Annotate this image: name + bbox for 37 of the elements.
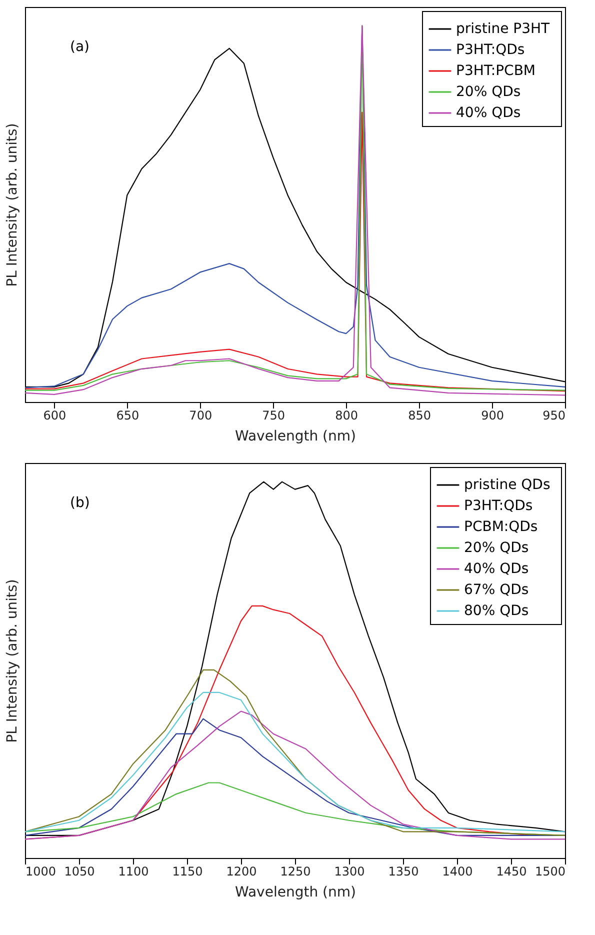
x-tick-label: 1150 <box>172 864 203 878</box>
legend-label: 80% QDs <box>464 603 529 619</box>
x-tick-label: 850 <box>408 408 432 422</box>
x-tick-label: 700 <box>189 408 212 422</box>
x-tick-label: 950 <box>542 408 566 422</box>
x-axis-title: Wavelength (nm) <box>235 428 356 444</box>
legend-label: P3HT:QDs <box>456 42 525 58</box>
legend-label: P3HT:QDs <box>464 498 533 514</box>
legend-label: PCBM:QDs <box>464 519 538 535</box>
x-tick-label: 1400 <box>442 864 473 878</box>
x-tick-label: 800 <box>335 408 358 422</box>
x-tick-label: 1450 <box>496 864 527 878</box>
annotation: (b) <box>70 495 90 511</box>
x-tick-label: 1100 <box>118 864 149 878</box>
x-tick-label: 1300 <box>334 864 365 878</box>
x-tick-label: 900 <box>481 408 504 422</box>
legend-label: 67% QDs <box>464 582 529 598</box>
x-tick-label: 1250 <box>280 864 311 878</box>
x-axis-title: Wavelength (nm) <box>235 884 356 900</box>
x-tick-label: 1500 <box>534 864 566 878</box>
x-tick-label: 1200 <box>226 864 257 878</box>
legend-label: 20% QDs <box>464 540 529 556</box>
legend-label: 20% QDs <box>456 84 521 100</box>
legend-label: pristine QDs <box>464 477 550 493</box>
x-tick-label: 600 <box>43 408 66 422</box>
legend-label: 40% QDs <box>456 105 521 121</box>
x-tick-label: 1350 <box>388 864 419 878</box>
annotation: (a) <box>70 39 90 55</box>
x-tick-label: 650 <box>116 408 140 422</box>
legend-label: pristine P3HT <box>456 21 550 37</box>
x-tick-label: 750 <box>262 408 286 422</box>
y-axis-title: PL Intensity (arb. units) <box>4 579 20 743</box>
legend-label: 40% QDs <box>464 561 529 577</box>
x-tick-label: 1000 <box>26 864 56 878</box>
y-axis-title: PL Intensity (arb. units) <box>4 123 20 287</box>
legend-label: P3HT:PCBM <box>456 63 536 79</box>
x-tick-label: 1050 <box>64 864 95 878</box>
